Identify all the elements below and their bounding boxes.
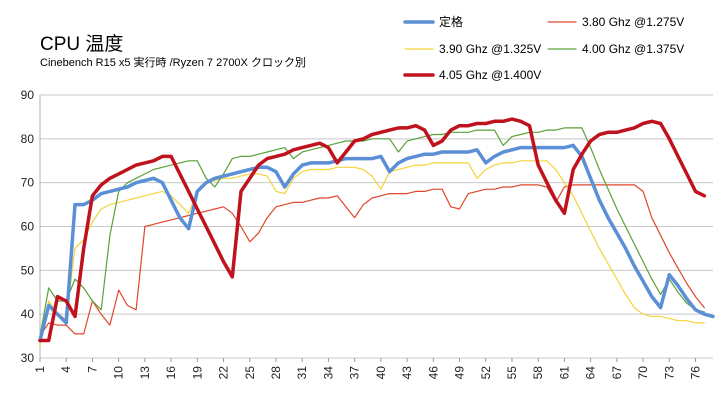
y-tick-label: 50 [21,263,35,277]
y-tick-label: 30 [21,351,35,365]
y-tick-label: 40 [21,307,35,321]
x-tick-label: 76 [689,366,703,380]
x-tick-label: 7 [85,366,99,373]
chart-subtitle: Cinebench R15 x5 実行時 /Ryzen 7 2700X クロック… [40,55,306,69]
x-tick-label: 49 [453,366,467,380]
chart-title: CPU 温度 [40,33,123,55]
legend: 定格 3.80 Ghz @1.275V 3.90 Ghz @1.325V 4.00 G… [403,14,684,82]
legend-label-2: 3.90 Ghz @1.325V [439,42,541,56]
x-tick-label: 10 [112,366,126,380]
x-tick-label: 58 [531,366,545,380]
x-tick-label: 64 [584,366,598,380]
legend-label-4: 4.05 Ghz @1.400V [439,68,541,82]
y-tick-label: 60 [21,220,35,234]
legend-label-3: 4.00 Ghz @1.375V [582,42,684,56]
x-tick-label: 43 [400,366,414,380]
legend-label-1: 3.80 Ghz @1.275V [582,15,684,29]
x-tick-label: 1 [33,366,47,373]
x-tick-label: 31 [295,366,309,380]
x-tick-label: 73 [662,366,676,380]
x-tick-label: 28 [269,366,283,380]
series-line-4 [38,117,707,343]
x-tick-label: 61 [557,366,571,380]
y-tick-label: 90 [21,88,35,102]
x-tick-label: 70 [636,366,650,380]
x-tick-label: 4 [59,366,73,373]
x-tick-label: 13 [138,366,152,380]
x-tick-label: 40 [374,366,388,380]
y-tick-label: 80 [21,132,35,146]
legend-label-0: 定格 [439,14,463,29]
x-tick-label: 19 [190,366,204,380]
x-tick-label: 25 [243,366,257,380]
x-tick-label: 34 [321,366,335,380]
x-axis-ticks: 1 4 7 10 13 16 19 22 25 28 31 34 37 40 43 46 49 52 55 58 61 6… [33,358,703,379]
y-axis-ticks: 30 40 50 60 70 80 90 [21,88,35,365]
series-line-2 [39,160,705,346]
x-tick-label: 67 [610,366,624,380]
x-tick-label: 16 [164,366,178,380]
series-lines [38,117,715,346]
x-tick-label: 46 [426,366,440,380]
x-tick-label: 22 [217,366,231,380]
x-tick-label: 55 [505,366,519,380]
x-tick-label: 37 [348,366,362,380]
series-line-0 [38,143,715,343]
series-line-3 [39,127,705,337]
y-tick-label: 70 [21,176,35,190]
x-tick-label: 52 [479,366,493,380]
